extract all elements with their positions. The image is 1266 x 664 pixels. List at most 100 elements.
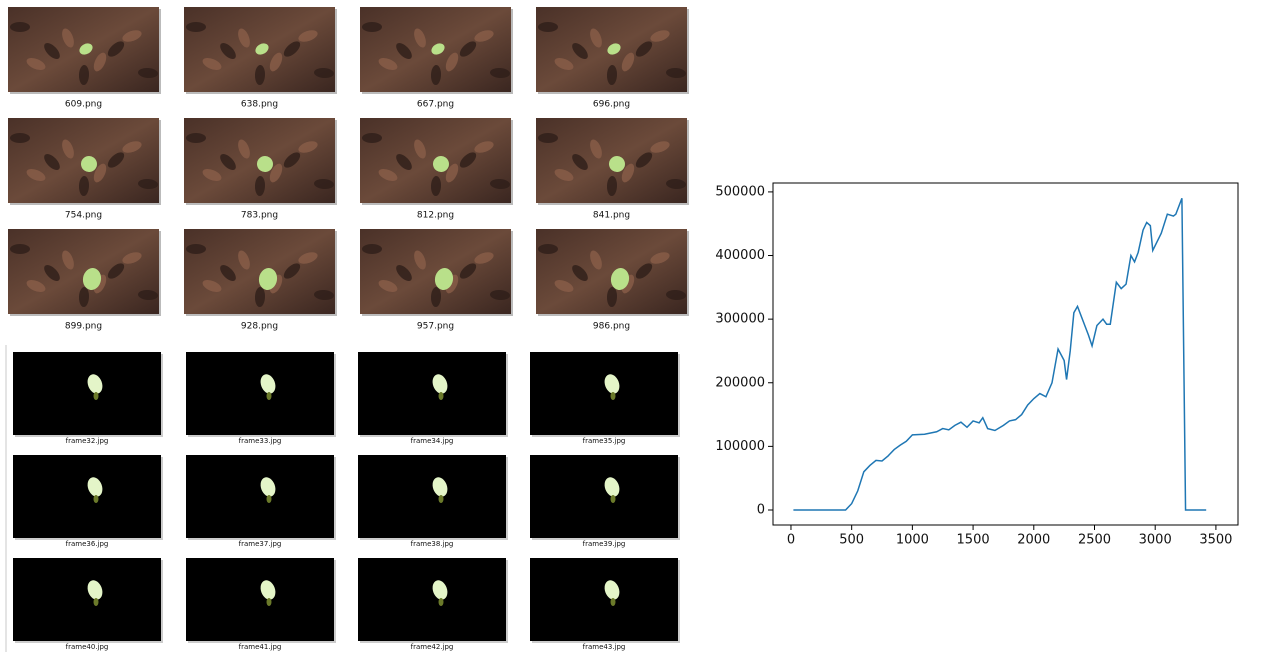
soil-clump — [10, 133, 30, 143]
thumb-image — [13, 455, 161, 538]
file-name: 754.png — [65, 211, 102, 221]
y-tick-label: 200000 — [715, 375, 765, 390]
sprout — [432, 580, 448, 600]
sprout — [434, 268, 454, 290]
file-name: 667.png — [417, 100, 454, 110]
x-tick-label: 1000 — [896, 533, 929, 548]
soil-clump — [414, 28, 426, 48]
soil-clump — [606, 176, 618, 196]
thumbnail: frame39.jpg — [530, 455, 680, 548]
file-name: 899.png — [65, 322, 102, 332]
soil-clump — [572, 43, 588, 59]
sprout — [260, 374, 276, 394]
soil-clump — [62, 28, 74, 48]
sprout — [433, 156, 449, 172]
thumbnail: frame38.jpg — [358, 455, 508, 548]
soil-clump — [138, 178, 158, 190]
sprout — [260, 477, 276, 497]
soil-clump — [538, 133, 558, 143]
file-name: frame42.jpg — [411, 643, 454, 651]
soil-clump — [107, 152, 125, 168]
sprout-root — [266, 495, 272, 503]
soil-clump — [445, 163, 459, 183]
soil-clump — [186, 133, 206, 143]
thumbnail: 609.png — [8, 7, 161, 110]
sprout — [87, 374, 103, 394]
sprout — [260, 580, 276, 600]
soil-clump — [430, 65, 442, 85]
soil-clump — [78, 65, 90, 85]
x-tick-label: 500 — [839, 533, 864, 548]
soil-clump — [78, 287, 90, 307]
sprout — [87, 580, 103, 600]
soil-clump — [650, 30, 670, 42]
x-tick-label: 1500 — [957, 533, 990, 548]
soil-clump — [220, 43, 236, 59]
thumbnail: frame35.jpg — [530, 352, 680, 445]
data-line — [793, 198, 1207, 511]
file-name: frame33.jpg — [239, 437, 282, 445]
soil-clump — [650, 141, 670, 153]
soil-clump — [490, 67, 510, 79]
thumbnail: 667.png — [360, 7, 513, 110]
y-tick-label: 300000 — [715, 312, 765, 327]
thumbnail: frame34.jpg — [358, 352, 508, 445]
sprout-root — [610, 392, 616, 400]
soil-clump — [107, 41, 125, 57]
soil-clump — [202, 168, 222, 182]
sprout-root — [93, 598, 99, 606]
file-name: frame34.jpg — [411, 437, 454, 445]
thumbnail: 696.png — [536, 7, 689, 110]
file-name: 986.png — [593, 322, 630, 332]
sprout — [604, 477, 620, 497]
file-name: 841.png — [593, 211, 630, 221]
thumb-image — [530, 558, 678, 641]
thumbnail: frame43.jpg — [530, 558, 680, 651]
soil-clump — [490, 178, 510, 190]
soil-clump — [138, 67, 158, 79]
sprout — [610, 268, 630, 290]
soil-clump — [362, 133, 382, 143]
thumb-image — [186, 352, 334, 435]
sprout — [604, 580, 620, 600]
soil-clump — [666, 178, 686, 190]
soil-clump — [490, 289, 510, 301]
thumbnail: 899.png — [8, 229, 161, 332]
file-name: 638.png — [241, 100, 278, 110]
soil-clump — [238, 139, 250, 159]
sprout — [432, 374, 448, 394]
thumb-image — [13, 352, 161, 435]
sprout — [431, 43, 445, 55]
soil-clump — [650, 252, 670, 264]
thumbnail: 638.png — [184, 7, 337, 110]
soil-clump — [138, 289, 158, 301]
file-name: frame43.jpg — [583, 643, 626, 651]
soil-clump — [414, 250, 426, 270]
soil-clump — [554, 57, 574, 71]
soil-clump — [572, 154, 588, 170]
soil-clump — [26, 279, 46, 293]
soil-clump — [10, 244, 30, 254]
soil-clump — [635, 152, 653, 168]
soil-clump — [314, 67, 334, 79]
soil-clump — [122, 30, 142, 42]
thumbnail: 957.png — [360, 229, 513, 332]
soil-clump — [298, 141, 318, 153]
soil-clump — [474, 252, 494, 264]
x-tick-label: 2500 — [1078, 533, 1111, 548]
y-tick-label: 0 — [757, 502, 765, 517]
thumbnail: 783.png — [184, 118, 337, 221]
file-name: 812.png — [417, 211, 454, 221]
soil-clump — [202, 57, 222, 71]
sprout — [82, 268, 102, 290]
file-name: frame36.jpg — [66, 540, 109, 548]
soil-clump — [590, 28, 602, 48]
soil-clump — [298, 252, 318, 264]
soil-clump — [554, 279, 574, 293]
plot-frame — [772, 182, 1239, 526]
sprout — [79, 43, 93, 55]
soil-clump — [572, 265, 588, 281]
soil-clump — [621, 52, 635, 72]
